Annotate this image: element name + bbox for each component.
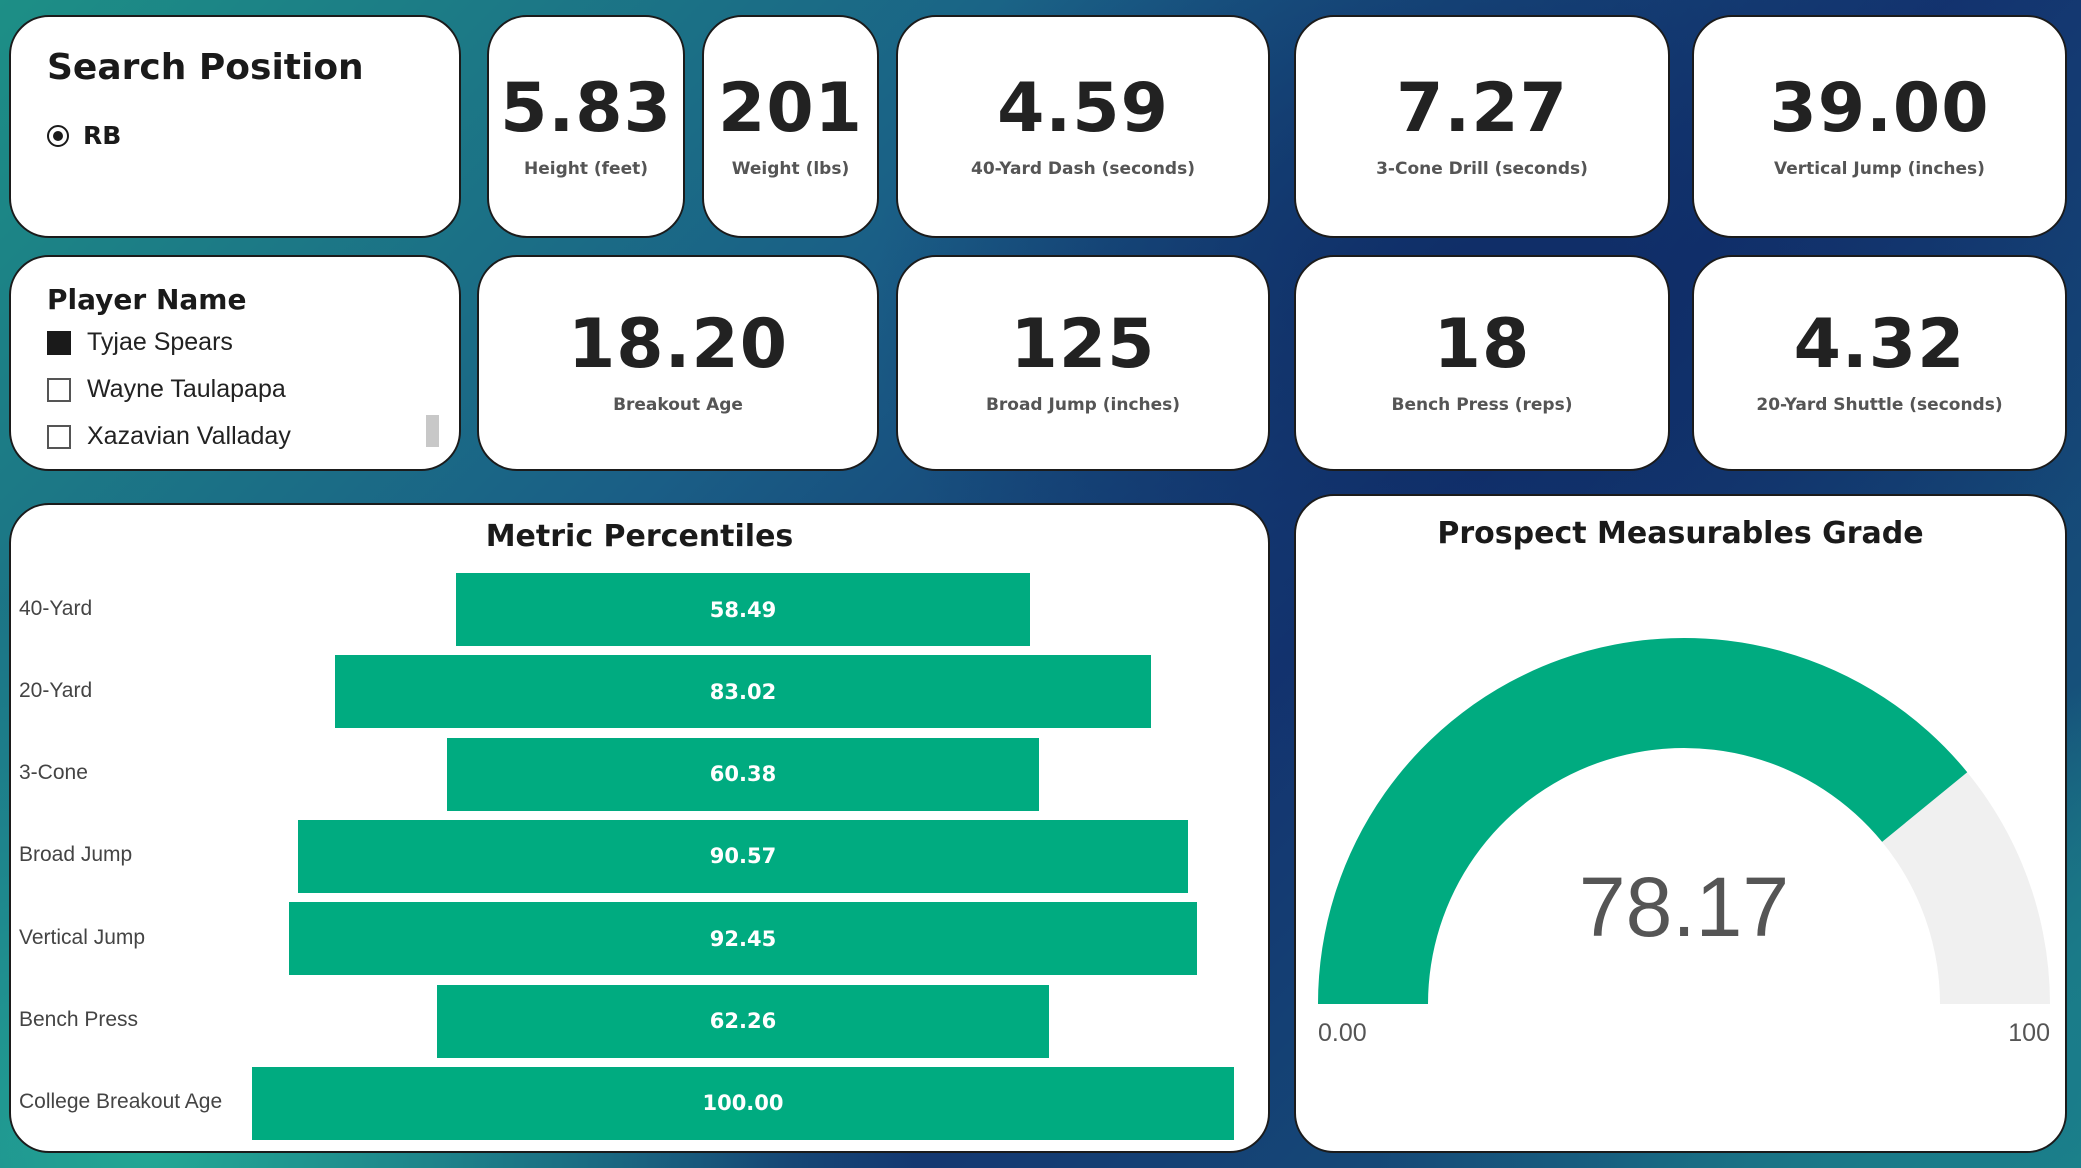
category-label: Broad Jump	[19, 843, 133, 867]
gauge-min-label: 0.00	[1318, 1019, 1367, 1047]
category-label: 40-Yard	[19, 596, 93, 620]
bar-value-label: 83.02	[709, 679, 777, 704]
chart-title: Metric Percentiles	[485, 519, 794, 554]
radio-selected-icon[interactable]	[47, 124, 69, 147]
kpi-weight: 201 Weight (lbs)	[702, 15, 879, 238]
kpi-breakout-age: 18.20 Breakout Age	[477, 255, 879, 471]
metric-percentiles-chart: Metric Percentiles 40-Yard 58.49 20-Yard 83…	[9, 503, 1270, 1153]
kpi-value: 18.20	[567, 305, 789, 384]
chart-plot-area: 40-Yard 58.49 20-Yard 83.02 3-Cone 60.38 Broad…	[11, 505, 1268, 1151]
kpi-value: 18	[1433, 305, 1531, 384]
percentile-bar[interactable]: 90.57	[298, 819, 1188, 893]
kpi-label: Vertical Jump (inches)	[1774, 158, 1985, 179]
checkbox-checked-icon[interactable]	[47, 330, 71, 355]
category-label: College Breakout Age	[19, 1090, 223, 1114]
bar-value-label: 58.49	[709, 597, 777, 622]
scrollbar-thumb[interactable]	[426, 415, 439, 447]
kpi-value: 7.27	[1396, 68, 1568, 148]
gauge-fill	[1318, 637, 1968, 1004]
bar-value-label: 92.45	[709, 926, 777, 951]
player-name: Xazavian Valladay	[87, 422, 291, 450]
player-item-xazavian-valladay[interactable]: Xazavian Valladay	[47, 413, 291, 460]
checkbox-unchecked-icon[interactable]	[47, 377, 71, 402]
category-label: 3-Cone	[19, 761, 88, 785]
player-name: Tyjae Spears	[87, 328, 233, 356]
gauge-max-label: 100	[2008, 1019, 2050, 1047]
bar-value-label: 62.26	[709, 1009, 777, 1033]
kpi-value: 4.32	[1793, 305, 1966, 384]
kpi-vertical-jump: 39.00 Vertical Jump (inches)	[1692, 15, 2067, 238]
player-item-tyjae-spears[interactable]: Tyjae Spears	[47, 319, 291, 366]
chart-title: Prospect Measurables Grade	[1437, 516, 1924, 551]
percentile-bar[interactable]: 83.02	[335, 655, 1151, 729]
kpi-value: 4.59	[997, 68, 1169, 148]
kpi-label: Bench Press (reps)	[1391, 395, 1573, 415]
kpi-value: 5.83	[500, 68, 672, 148]
bar-value-label: 100.00	[702, 1091, 784, 1116]
percentile-bar[interactable]: 58.49	[455, 573, 1031, 646]
kpi-label: 3-Cone Drill (seconds)	[1376, 158, 1588, 179]
kpi-40-yard-dash: 4.59 40-Yard Dash (seconds)	[896, 15, 1270, 238]
radio-option-label: RB	[83, 121, 122, 150]
percentile-bar[interactable]: 92.45	[289, 902, 1197, 976]
percentile-bar[interactable]: 60.38	[446, 737, 1040, 811]
percentile-bar[interactable]: 62.26	[437, 984, 1049, 1058]
kpi-height: 5.83 Height (feet)	[487, 15, 685, 238]
player-slicer: Player Name Tyjae Spears Wayne Taulapapa…	[9, 255, 461, 471]
player-slicer-title: Player Name	[47, 283, 247, 316]
kpi-20-yard-shuttle: 4.32 20-Yard Shuttle (seconds)	[1692, 255, 2067, 471]
radio-option-rb[interactable]: RB	[47, 121, 121, 150]
category-label: Bench Press	[19, 1008, 139, 1031]
gauge-value: 78.17	[1579, 860, 1789, 954]
kpi-value: 125	[1010, 305, 1156, 384]
position-slicer: Search Position RB	[9, 15, 461, 238]
kpi-label: 20-Yard Shuttle (seconds)	[1756, 395, 2003, 415]
kpi-3-cone-drill: 7.27 3-Cone Drill (seconds)	[1294, 15, 1670, 238]
kpi-label: 40-Yard Dash (seconds)	[971, 158, 1195, 179]
bar-value-label: 60.38	[709, 762, 777, 787]
position-slicer-title: Search Position	[47, 47, 364, 88]
kpi-value: 201	[718, 68, 863, 148]
category-label: Vertical Jump	[19, 925, 146, 949]
player-list: Tyjae Spears Wayne Taulapapa Xazavian Va…	[47, 319, 291, 460]
kpi-label: Weight (lbs)	[731, 158, 850, 179]
player-name: Wayne Taulapapa	[87, 375, 286, 403]
bar-value-label: 90.57	[709, 844, 777, 869]
kpi-value: 39.00	[1769, 68, 1990, 148]
player-item-wayne-taulapapa[interactable]: Wayne Taulapapa	[47, 366, 291, 413]
kpi-label: Broad Jump (inches)	[985, 395, 1181, 415]
percentile-bar[interactable]: 100.00	[252, 1066, 1234, 1140]
kpi-broad-jump: 125 Broad Jump (inches)	[896, 255, 1270, 471]
kpi-label: Height (feet)	[523, 158, 649, 179]
category-label: 20-Yard	[19, 678, 93, 702]
gauge-svg: 78.17 0.00 100	[1318, 637, 2050, 1047]
checkbox-unchecked-icon[interactable]	[47, 424, 71, 449]
kpi-label: Breakout Age	[613, 395, 743, 415]
prospect-grade-gauge: Prospect Measurables Grade 78.17 0.00 10…	[1294, 494, 2067, 1153]
kpi-bench-press: 18 Bench Press (reps)	[1294, 255, 1670, 471]
